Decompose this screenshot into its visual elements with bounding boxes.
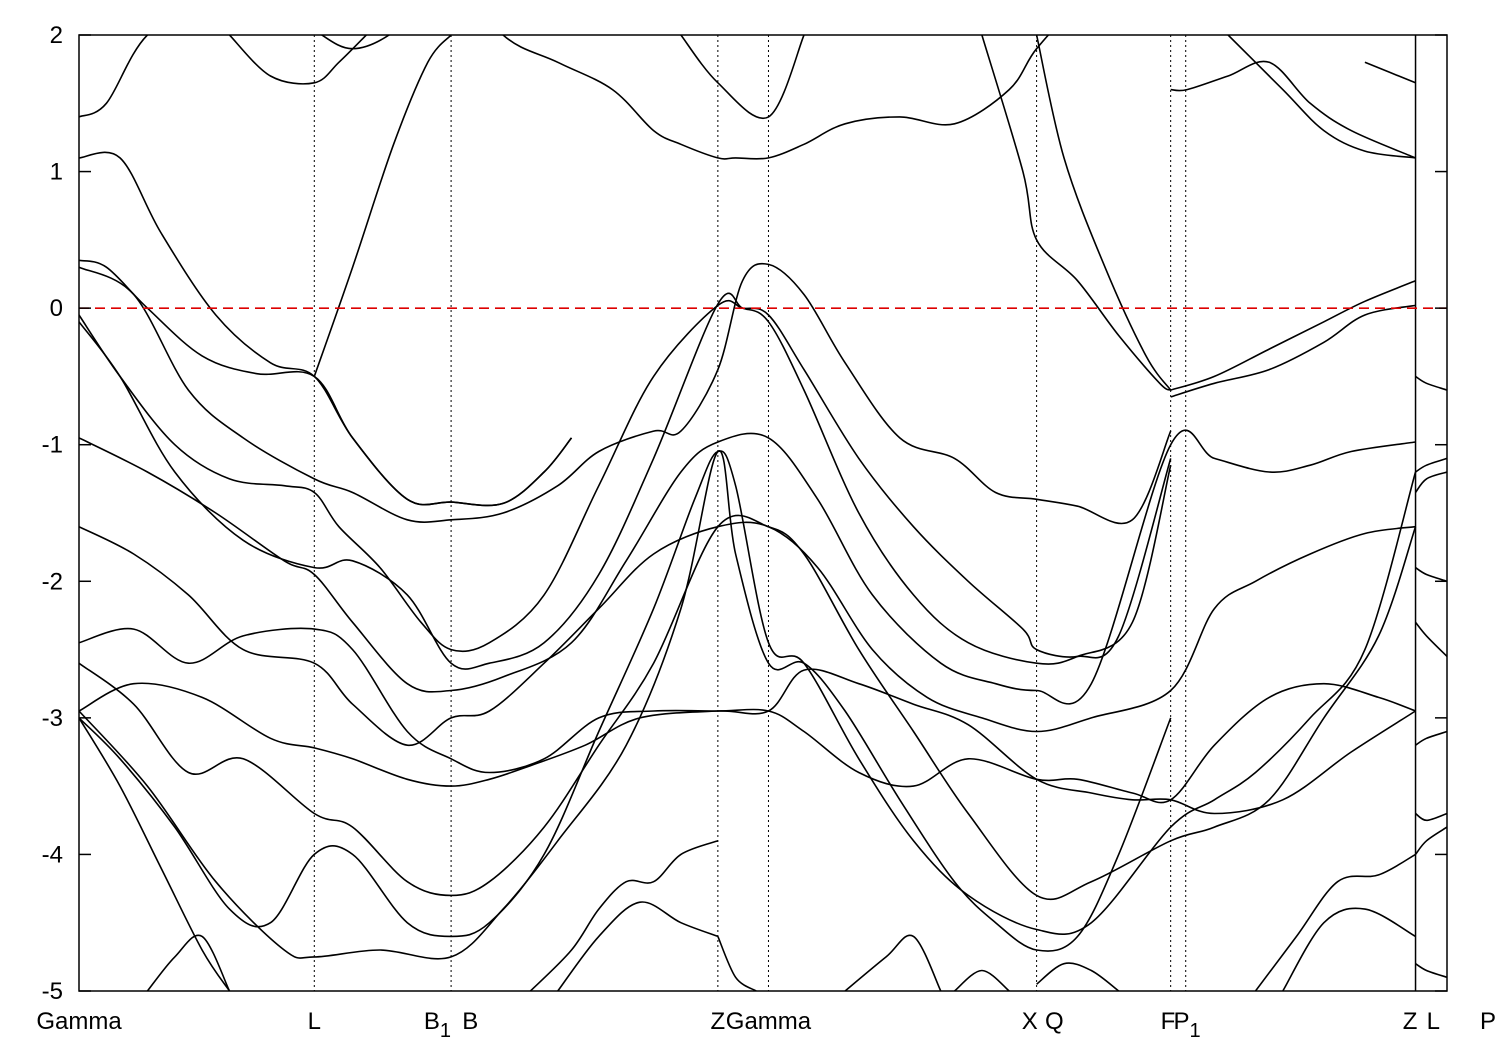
band-line-6: [79, 292, 1172, 670]
band-line-33: [1170, 304, 1416, 398]
k-point-lines: [313, 35, 1417, 991]
x-tick-label-b: B: [462, 1008, 478, 1035]
x-tick-label-p: P1: [1174, 1008, 1201, 1042]
band-line-3: [313, 35, 452, 377]
band-line-5: [79, 299, 1172, 659]
band-line-11: [79, 514, 1417, 901]
band-line-41: [1414, 826, 1447, 855]
y-tick-label: -3: [42, 705, 63, 732]
band-line-10: [79, 668, 1416, 815]
band-line-2: [79, 259, 573, 507]
y-tick-label: 1: [50, 159, 63, 186]
y-tick-label: -5: [42, 978, 63, 1005]
plot-frame: [78, 34, 1448, 992]
band-line-35: [1415, 457, 1447, 473]
band-line-24: [79, 35, 1050, 160]
band-line-22: [1254, 853, 1416, 991]
band-line-14: [79, 717, 231, 991]
band-line-9: [79, 627, 1416, 804]
band-line-18: [717, 936, 757, 991]
band-line-4: [79, 262, 1172, 525]
band-line-15: [146, 934, 231, 991]
band-line-21: [1036, 962, 1120, 991]
band-line-37: [1415, 566, 1447, 583]
y-tick-label: -1: [42, 432, 63, 459]
band-line-19: [844, 934, 942, 991]
band-line-39: [1415, 730, 1447, 746]
x-tick-label-q: Q: [1045, 1008, 1064, 1035]
y-tick-label: -2: [42, 568, 63, 595]
band-lines: [79, 35, 1447, 991]
band-line-12: [79, 450, 1417, 938]
band-line-20: [953, 969, 1010, 991]
band-line-34: [1415, 375, 1447, 391]
x-tick-label-x: X: [1022, 1008, 1038, 1035]
x-tick-label-z: Z: [711, 1008, 726, 1035]
x-tick-label-f: F: [1161, 1008, 1176, 1035]
x-tick-label-gamma: Gamma: [726, 1008, 812, 1035]
band-line-42: [1415, 963, 1447, 979]
x-axis-ticks: Gamma L B1 B Z Gamma X Q FP1 Z L P: [36, 1008, 1496, 1042]
x-tick-label-l: L: [308, 1008, 321, 1035]
band-line-16: [529, 840, 719, 991]
band-line-8: [79, 521, 1416, 747]
x-tick-label-p: P: [1480, 1008, 1496, 1035]
band-line-38: [1414, 621, 1447, 657]
band-line-32: [1170, 280, 1416, 391]
y-tick-label: -4: [42, 841, 63, 868]
band-line-30: [981, 35, 1172, 391]
band-line-25: [228, 35, 367, 85]
band-line-27: [1170, 60, 1416, 159]
band-line-29: [1364, 61, 1416, 84]
x-tick-label-l: L: [1427, 1008, 1440, 1035]
x-tick-label-z: Z: [1403, 1008, 1418, 1035]
y-axis-ticks: 2 1 0 -1 -2 -3 -4 -5: [42, 22, 1447, 1005]
band-line-7: [79, 429, 1416, 705]
band-line-36: [1414, 471, 1447, 494]
band-line-1: [79, 151, 573, 507]
band-line-31: [1035, 35, 1172, 391]
y-tick-label: 0: [50, 295, 63, 322]
band-line-17: [557, 901, 719, 991]
band-line-40: [1415, 812, 1447, 822]
x-tick-label-b: B1: [424, 1008, 451, 1042]
band-line-26: [680, 35, 805, 120]
y-tick-label: 2: [50, 22, 63, 49]
band-line-13: [79, 450, 1172, 960]
band-line-28: [1227, 35, 1416, 159]
band-line-23: [1282, 907, 1416, 991]
x-tick-label-gamma: Gamma: [36, 1008, 122, 1035]
